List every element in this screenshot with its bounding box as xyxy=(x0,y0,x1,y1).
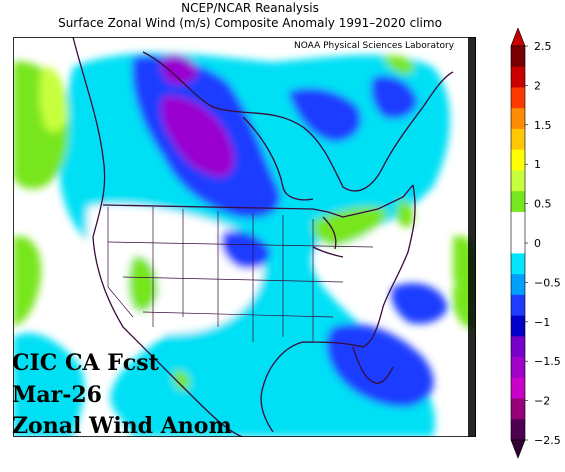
state-borders xyxy=(107,207,374,342)
colorbar-tick-label: 1.5 xyxy=(534,119,552,132)
colorbar-swatch xyxy=(511,357,525,379)
overlay-line-2: Mar-26 xyxy=(12,382,102,408)
colorbar-tick-label: −2.5 xyxy=(534,434,561,447)
colorbar-swatch xyxy=(511,108,525,130)
colorbar-tick-label: 2.5 xyxy=(534,40,552,53)
colorbar-swatch xyxy=(511,149,525,171)
colorbar-swatch xyxy=(511,87,525,109)
colorbar-tick-label: 1 xyxy=(534,158,541,171)
colorbar-swatch xyxy=(511,253,525,275)
colorbar-tick-label: −1 xyxy=(534,316,550,329)
colorbar-swatch xyxy=(511,232,525,254)
colorbar-swatch xyxy=(511,336,525,358)
colorbar-top-arrow xyxy=(510,28,526,47)
colorbar-swatch xyxy=(511,211,525,233)
title-line-1: NCEP/NCAR Reanalysis xyxy=(181,1,319,15)
colorbar-swatch xyxy=(511,398,525,420)
colorbar-tick-label: 2 xyxy=(534,79,541,92)
overlay-line-3: Zonal Wind Anom xyxy=(12,413,232,439)
colorbar-swatch xyxy=(511,315,525,337)
colorbar-swatch xyxy=(511,66,525,88)
colorbar-tick-label: −2 xyxy=(534,395,550,408)
strongest-negative-core xyxy=(161,96,235,177)
colorbar-tick-label: 0.5 xyxy=(534,198,552,211)
anomaly-map xyxy=(13,37,476,437)
coastlines-and-borders xyxy=(72,37,454,437)
colorbar-swatch xyxy=(511,170,525,192)
colorbar-tick-label: −1.5 xyxy=(534,355,561,368)
colorbar-swatch xyxy=(511,191,525,213)
colorbar-swatch xyxy=(511,419,525,441)
colorbar-swatch xyxy=(511,46,525,68)
colorbar-swatch xyxy=(511,377,525,399)
credit-label: NOAA Physical Sciences Laboratory xyxy=(294,41,455,51)
colorbar-swatch xyxy=(511,294,525,316)
colorbar-swatch xyxy=(511,128,525,150)
colorbar-tick-label: 0 xyxy=(534,237,541,250)
overlay-line-1: CIC CA Fcst xyxy=(12,350,159,376)
colorbar-swatch xyxy=(511,274,525,296)
colorbar: 2.5 2 1.5 1 0.5 0 −0.5 −1 −1.5 −2 −2.5 xyxy=(510,28,561,459)
title-line-2: Surface Zonal Wind (m/s) Composite Anoma… xyxy=(58,16,442,30)
colorbar-bottom-arrow xyxy=(510,439,526,459)
colorbar-tick-label: −0.5 xyxy=(534,276,561,289)
